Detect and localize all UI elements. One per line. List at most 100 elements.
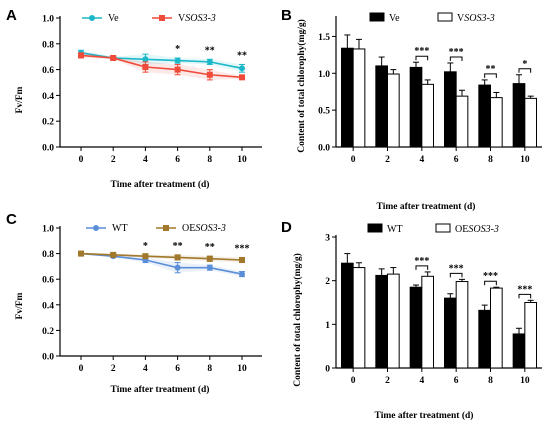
x-tick-label: 4 [419,376,424,386]
significance-mark: ** [205,242,215,253]
y-tick-label: 0.4 [42,301,54,311]
y-tick-label: 2 [325,277,330,287]
bar [409,286,423,369]
bar [478,309,491,369]
x-tick-label: 6 [454,155,459,165]
y-tick-label: 1.0 [42,15,54,25]
data-point [142,64,149,71]
legend-marker-ve [89,15,95,21]
y-tick-label: 0.5 [318,107,330,117]
bar [512,333,526,369]
significance-bracket [415,265,429,270]
axes: 0 1 2 3 0 2 4 6 8 10 [325,234,542,386]
series-line [80,252,243,261]
data-point [174,66,181,73]
y-axis-label: Content of total chlorophy(mg/g) [296,19,307,153]
bar [352,48,366,148]
series-line [80,54,243,79]
y-tick-label: 0.6 [42,276,54,286]
significance-mark: *** [517,284,532,295]
legend-label-vsos3: VSOS3-3 [457,13,495,24]
bar [512,83,526,148]
bar [421,275,435,369]
data-point [174,254,181,261]
x-axis-label: Time after treatment (d) [111,179,210,190]
data-point [239,74,245,81]
legend-swatch-wt [367,223,383,233]
series-b [78,250,245,264]
axes: 0.0 0.2 0.4 0.6 0.8 1.0 0 2 4 6 8 10 [42,15,262,165]
axes: 0.0 0.2 0.4 0.6 0.8 1.0 0 2 4 6 8 10 [42,225,262,374]
bar [524,302,538,369]
significance-bracket [415,55,429,61]
x-tick-label: 10 [520,376,530,386]
significance-mark: *** [449,47,464,58]
data-point [206,264,213,271]
bar [375,65,388,148]
plot-area: 0.00.20.40.60.81.00 2 4 6 8 10* ** ** *** [42,225,262,374]
x-tick-label: 10 [237,364,247,374]
legend-swatch-oesos3 [435,223,451,233]
x-axis-label: Time after treatment (d) [111,384,210,395]
legend-label-wt: WT [112,223,128,234]
y-tick-label: 0.2 [42,118,54,128]
significance-mark: *** [414,256,429,267]
bar [375,274,388,369]
x-tick-label: 10 [520,155,530,165]
legend-marker-oesos3 [163,225,169,231]
y-tick-label: 3 [325,234,330,244]
bar [443,297,457,369]
data-point [239,271,245,278]
y-tick-label: 0.0 [42,144,54,154]
legend: WT OESOS3-3 [86,223,226,234]
data-point [239,65,245,72]
significance-bracket [518,68,532,73]
significance-mark: * [175,44,180,55]
data-point [174,264,181,271]
y-tick-label: 0.8 [42,40,54,50]
x-tick-label: 8 [207,364,212,374]
legend-label-vsos3: VSOS3-3 [178,13,216,24]
x-tick-label: 0 [79,364,84,374]
significance-mark: ** [173,241,183,252]
significance-bracket [484,280,497,286]
data-point [206,255,213,262]
series-b [78,52,245,81]
bar [352,267,366,369]
bar [387,273,400,369]
data-point [206,58,213,65]
significance-bracket [518,293,532,299]
panel-letter: C [6,211,17,228]
y-axis-label: Content of total chlorophy(mg/g) [292,253,303,387]
x-tick-label: 8 [488,155,493,165]
plot-area: 0.00.51.01.50 2 4 6 8 10*** ***** * [318,16,542,165]
x-tick-label: 0 [79,155,84,165]
series-a [340,253,526,369]
data-point [206,71,213,78]
legend-label-oesos3: OESOS3-3 [455,224,499,235]
y-tick-label: 0.2 [42,327,54,337]
y-tick-label: 1 [325,321,330,331]
legend-swatch-ve [369,12,385,22]
x-tick-label: 4 [143,364,148,374]
panel-letter: A [6,7,17,24]
error-band [81,252,242,277]
bar [524,97,538,148]
data-point [78,250,84,257]
legend: Ve VSOS3-3 [82,13,216,24]
x-tick-label: 10 [237,155,247,165]
legend-swatch-vsos3 [437,12,453,22]
bar [421,83,435,148]
plot-area: 0.00.20.40.60.81.00 2 4 6 8 10* ** ** [42,15,262,165]
axes: 0.0 0.5 1.0 1.5 0 2 4 6 8 10 [318,16,542,165]
x-tick-label: 2 [111,364,116,374]
legend: Ve VSOS3-3 [369,12,495,24]
y-tick-label: 0 [325,365,330,375]
bar [409,66,423,148]
x-axis-label: Time after treatment (d) [377,201,476,212]
significance-mark: *** [483,271,498,282]
data-point [174,57,181,64]
x-tick-label: 2 [385,376,390,386]
panel-c: C Fv/Fm Time after treatment (d) WT OESO… [6,211,262,395]
